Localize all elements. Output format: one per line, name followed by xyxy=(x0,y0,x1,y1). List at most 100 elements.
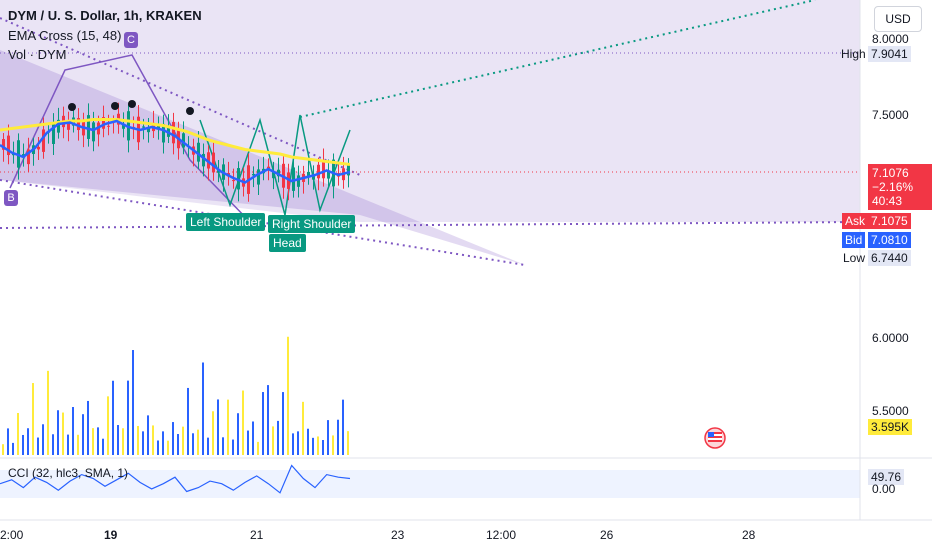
candle-body xyxy=(257,169,260,185)
volume-bar xyxy=(127,380,129,455)
candle-body xyxy=(297,175,300,187)
volume-bar xyxy=(7,428,9,455)
candle-body xyxy=(202,153,205,167)
ema-slow-line xyxy=(0,118,351,166)
candle-body xyxy=(107,125,110,127)
left-shoulder-label: Left Shoulder xyxy=(186,213,266,231)
time-tick-6: 28 xyxy=(742,528,756,542)
low-label: Low xyxy=(843,251,866,265)
time-tick-0: 2:00 xyxy=(0,528,24,542)
candle-body xyxy=(122,123,125,129)
volume-bar xyxy=(312,437,314,455)
time-tick-4: 12:00 xyxy=(486,528,517,542)
volume-bar xyxy=(317,436,319,455)
ask-label: Ask xyxy=(842,213,869,229)
volume-bar xyxy=(117,425,119,455)
candle-body xyxy=(217,170,220,173)
volume-bar xyxy=(257,441,259,455)
volume-bar xyxy=(162,431,164,455)
bid-value: 7.0810 xyxy=(868,232,911,248)
cci-zero-tick: 0.00 xyxy=(872,482,896,496)
volume-bar xyxy=(247,430,249,455)
candle-body xyxy=(272,171,275,179)
volume-bar xyxy=(212,411,214,455)
us-flag-icon[interactable] xyxy=(704,427,726,449)
volume-bar xyxy=(232,439,234,455)
volume-bar xyxy=(87,400,89,455)
ema-indicator-label[interactable]: EMA Cross (15, 48) xyxy=(8,28,122,43)
candle-body xyxy=(312,175,315,180)
symbol-title[interactable]: DYM / U. S. Dollar, 1h, KRAKEN xyxy=(8,8,202,23)
volume-bar xyxy=(12,442,14,455)
volume-bar xyxy=(167,440,169,455)
candle-body xyxy=(87,115,90,139)
candle-body xyxy=(232,180,235,182)
volume-bar xyxy=(182,426,184,455)
ema-fast-line xyxy=(0,119,351,184)
candle-body xyxy=(42,129,45,152)
volume-indicator-label[interactable]: Vol · DYM xyxy=(8,47,67,62)
volume-bar xyxy=(332,435,334,455)
volume-bar xyxy=(47,370,49,455)
volume-bars xyxy=(2,336,349,455)
volume-bar xyxy=(347,431,349,455)
high-label: High xyxy=(841,47,866,61)
volume-bar xyxy=(242,390,244,455)
point-c-label: C xyxy=(124,32,138,48)
candle-body xyxy=(162,123,165,143)
currency-button[interactable]: USD xyxy=(874,6,922,32)
candle-body xyxy=(157,124,160,129)
time-tick-1: 19 xyxy=(104,528,118,542)
cross-markers xyxy=(68,100,194,115)
low-value: 6.7440 xyxy=(868,250,911,266)
volume-bar xyxy=(202,362,204,455)
volume-bar xyxy=(17,412,19,455)
volume-bar xyxy=(262,392,264,455)
candle-body xyxy=(347,164,350,176)
volume-bar xyxy=(22,434,24,455)
candle-body xyxy=(77,118,80,131)
volume-bar xyxy=(62,412,64,455)
volume-bar xyxy=(252,421,254,455)
volume-bar xyxy=(172,422,174,455)
volume-bar xyxy=(207,437,209,455)
candle-body xyxy=(92,122,95,142)
abc-pattern xyxy=(9,54,251,223)
volume-bar xyxy=(342,399,344,455)
volume-bar xyxy=(267,385,269,455)
candle-body xyxy=(147,127,150,133)
time-tick-2: 21 xyxy=(250,528,264,542)
volume-bar xyxy=(222,437,224,455)
volume-bar xyxy=(307,428,309,455)
volume-bar xyxy=(187,387,189,455)
price-tick-6: 6.0000 xyxy=(872,331,909,345)
volume-bar xyxy=(67,434,69,455)
candle-body xyxy=(67,120,70,130)
cci-indicator-label[interactable]: CCI (32, hlc3, SMA, 1) xyxy=(8,466,129,480)
candle-body xyxy=(142,126,145,128)
right-shoulder-label: Right Shoulder xyxy=(268,215,356,233)
volume-bar xyxy=(32,383,34,455)
candle-body xyxy=(307,171,310,178)
volume-bar xyxy=(217,399,219,455)
bar-countdown: 40:43 xyxy=(872,194,903,208)
candle-body xyxy=(322,160,325,179)
volume-bar xyxy=(272,426,274,455)
candle-body xyxy=(52,122,55,144)
volume-bar xyxy=(2,444,4,455)
volume-bar xyxy=(137,425,139,455)
volume-bar xyxy=(42,424,44,455)
volume-bar xyxy=(37,437,39,455)
price-tick-5-5: 5.5000 xyxy=(872,404,909,418)
volume-bar xyxy=(282,392,284,455)
candle-body xyxy=(197,142,200,162)
volume-bar xyxy=(102,438,104,455)
head-label: Head xyxy=(269,234,306,252)
volume-bar xyxy=(147,415,149,455)
volume-bar xyxy=(287,336,289,455)
cci-value: 49.76 xyxy=(868,469,905,485)
volume-bar xyxy=(322,440,324,455)
volume-bar xyxy=(157,440,159,455)
ask-value: 7.1075 xyxy=(868,213,911,229)
